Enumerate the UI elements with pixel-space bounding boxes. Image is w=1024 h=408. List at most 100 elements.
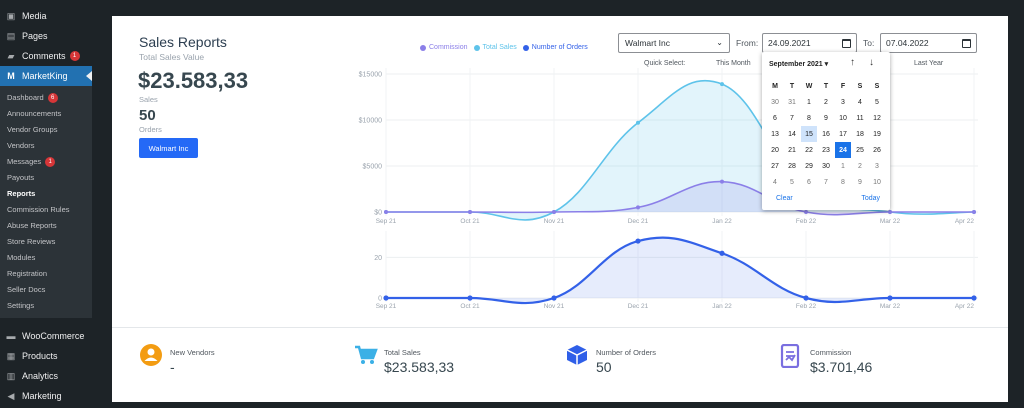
chart-legend: Commission Total Sales Number of Orders — [420, 44, 588, 51]
data-point — [971, 295, 977, 301]
calendar-day[interactable]: 10 — [839, 114, 847, 122]
submenu-modules[interactable]: Modules — [7, 253, 36, 262]
calendar-day[interactable]: 6 — [807, 178, 811, 186]
calendar-day[interactable]: 10 — [873, 178, 881, 186]
submenu-commission-rules[interactable]: Commission Rules — [7, 205, 70, 214]
quick-last-year[interactable]: Last Year — [914, 60, 944, 67]
calendar-day[interactable]: 23 — [822, 146, 830, 154]
calendar-day[interactable]: 16 — [822, 130, 830, 138]
x-tick-label: Mar 22 — [880, 303, 901, 310]
calendar-day[interactable]: 28 — [788, 162, 796, 170]
datepicker-clear[interactable]: Clear — [776, 195, 793, 202]
calendar-day[interactable]: 17 — [839, 130, 847, 138]
y-tick-label: $0 — [374, 210, 382, 217]
calendar-day[interactable]: 18 — [856, 130, 864, 138]
stat-value: 50 — [596, 359, 612, 375]
to-date-input[interactable]: 07.04.2022 — [880, 33, 977, 53]
calendar-day[interactable]: 2 — [824, 98, 828, 106]
menu-marketing[interactable]: ◀ Marketing — [0, 386, 92, 406]
vendor-select[interactable]: Walmart Inc ⌄ — [618, 33, 730, 53]
menu-marketking[interactable]: M MarketKing — [0, 66, 92, 86]
calendar-day[interactable]: 27 — [771, 162, 779, 170]
arrow-down-icon[interactable]: ↓ — [869, 57, 874, 68]
calendar-day[interactable]: 11 — [856, 114, 864, 122]
legend-dot — [522, 44, 529, 51]
x-tick-label: Feb 22 — [796, 218, 817, 225]
calendar-day[interactable]: 25 — [856, 146, 864, 154]
dashboard-badge: 6 — [47, 93, 58, 103]
menu-pages[interactable]: ▤ Pages — [0, 26, 92, 46]
menu-label: Media — [22, 11, 47, 21]
calendar-day[interactable]: 4 — [773, 178, 777, 186]
submenu-dashboard[interactable]: Dashboard 6 — [0, 90, 92, 106]
vendor-button[interactable]: Walmart Inc — [139, 138, 198, 158]
calendar-icon[interactable] — [842, 39, 851, 48]
calendar-day[interactable]: 13 — [771, 130, 779, 138]
datepicker-today[interactable]: Today — [861, 195, 880, 202]
calendar-day[interactable]: 24 — [835, 142, 851, 158]
calendar-day[interactable]: 2 — [858, 162, 862, 170]
calendar-day[interactable]: 8 — [841, 178, 845, 186]
menu-analytics[interactable]: ▥ Analytics — [0, 366, 92, 386]
series-area — [386, 80, 974, 220]
calendar-day[interactable]: 9 — [858, 178, 862, 186]
page-title: Sales Reports — [139, 34, 227, 50]
submenu-registration[interactable]: Registration — [7, 269, 48, 278]
submenu-messages[interactable]: Messages 1 — [0, 154, 92, 170]
calendar-day[interactable]: 12 — [873, 114, 881, 122]
submenu-reports[interactable]: Reports — [7, 189, 36, 198]
submenu-payouts[interactable]: Payouts — [7, 173, 35, 182]
calendar-day[interactable]: 31 — [788, 98, 796, 106]
receipt-icon — [780, 343, 800, 369]
submenu-announcements[interactable]: Announcements — [7, 109, 62, 118]
calendar-day[interactable]: 29 — [805, 162, 813, 170]
calendar-day[interactable]: 7 — [824, 178, 828, 186]
submenu-abuse-reports[interactable]: Abuse Reports — [7, 221, 57, 230]
calendar-day[interactable]: 26 — [873, 146, 881, 154]
quick-this-month[interactable]: This Month — [716, 60, 751, 67]
legend-orders[interactable]: Number of Orders — [522, 44, 588, 51]
weekday-header: W — [805, 82, 813, 90]
submenu-settings[interactable]: Settings — [7, 301, 35, 310]
menu-products[interactable]: ▦ Products — [0, 346, 92, 366]
data-point — [383, 295, 389, 301]
calendar-day[interactable]: 6 — [773, 114, 777, 122]
calendar-day[interactable]: 4 — [858, 98, 862, 106]
calendar-day[interactable]: 30 — [771, 98, 779, 106]
calendar-day[interactable]: 19 — [873, 130, 881, 138]
calendar-day[interactable]: 30 — [822, 162, 830, 170]
legend-label: Total Sales — [482, 44, 517, 51]
calendar-day[interactable]: 15 — [801, 126, 817, 142]
submenu-store-reviews[interactable]: Store Reviews — [7, 237, 56, 246]
menu-label: Products — [22, 351, 58, 361]
calendar-day[interactable]: 1 — [807, 98, 811, 106]
calendar-day[interactable]: 5 — [875, 98, 879, 106]
calendar-icon[interactable] — [962, 39, 971, 48]
calendar-day[interactable]: 22 — [805, 146, 813, 154]
calendar-day[interactable]: 20 — [771, 146, 779, 154]
calendar-day[interactable]: 21 — [788, 146, 796, 154]
weekday-header: F — [840, 82, 846, 90]
submenu-vendor-groups[interactable]: Vendor Groups — [7, 125, 58, 134]
submenu-seller-docs[interactable]: Seller Docs — [7, 285, 46, 294]
calendar-day[interactable]: 14 — [788, 130, 796, 138]
legend-total-sales[interactable]: Total Sales — [473, 44, 517, 51]
stat-label: Number of Orders — [596, 348, 657, 357]
calendar-day[interactable]: 9 — [824, 114, 828, 122]
arrow-up-icon[interactable]: ↑ — [850, 57, 855, 68]
legend-commission[interactable]: Commission — [420, 44, 468, 51]
calendar-day[interactable]: 7 — [790, 114, 794, 122]
products-icon: ▦ — [6, 350, 16, 361]
datepicker-month[interactable]: September 2021 ▾ — [769, 61, 829, 68]
menu-comments[interactable]: ▰ Comments 1 — [0, 46, 92, 66]
calendar-day[interactable]: 3 — [841, 98, 845, 106]
from-label: From: — [736, 38, 759, 48]
menu-woocommerce[interactable]: ▬ WooCommerce — [0, 326, 92, 346]
series-line — [386, 180, 974, 216]
calendar-day[interactable]: 3 — [875, 162, 879, 170]
menu-media[interactable]: ▣ Media — [0, 6, 92, 26]
submenu-vendors[interactable]: Vendors — [7, 141, 35, 150]
calendar-day[interactable]: 5 — [790, 178, 794, 186]
calendar-day[interactable]: 1 — [841, 162, 845, 170]
calendar-day[interactable]: 8 — [807, 114, 811, 122]
